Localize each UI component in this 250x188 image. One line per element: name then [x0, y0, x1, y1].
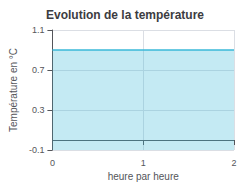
svg-text:1.1: 1.1	[32, 25, 45, 35]
svg-text:0: 0	[50, 158, 55, 168]
svg-text:Evolution de la température: Evolution de la température	[46, 8, 204, 22]
svg-text:0.3: 0.3	[32, 105, 45, 115]
svg-text:0.7: 0.7	[32, 65, 45, 75]
svg-text:-0.1: -0.1	[29, 145, 45, 155]
svg-text:2: 2	[231, 158, 236, 168]
svg-text:1: 1	[141, 158, 146, 168]
svg-text:Température en °C: Température en °C	[8, 48, 19, 132]
svg-text:heure par heure: heure par heure	[108, 171, 180, 182]
